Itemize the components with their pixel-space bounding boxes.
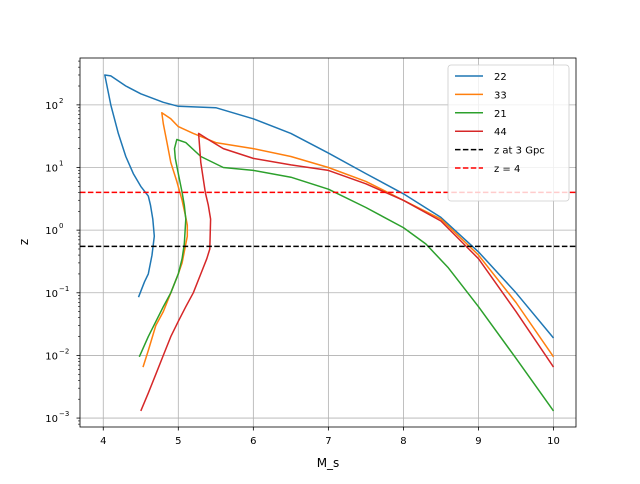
x-tick-label: 9	[475, 436, 481, 447]
x-axis-label: M_s	[317, 456, 340, 470]
legend-label: 22	[494, 72, 507, 83]
x-tick-label: 4	[100, 436, 106, 447]
y-tick-label: 10	[45, 351, 58, 362]
x-tick-label: 8	[400, 436, 406, 447]
y-tick-label: 10	[45, 289, 58, 300]
legend-label: z at 3 Gpc	[494, 146, 545, 157]
y-tick-exponent: −2	[59, 347, 69, 355]
y-tick-label: 10	[45, 226, 58, 237]
legend: 22 33 21 44 z at 3 Gpc z = 4	[447, 64, 570, 202]
x-tick-label: 10	[547, 436, 560, 447]
x-tick-label: 7	[325, 436, 331, 447]
y-tick-exponent: −1	[59, 285, 69, 293]
series-line-21	[138, 138, 555, 412]
legend-label: 33	[494, 90, 507, 101]
y-tick-exponent: 0	[59, 222, 63, 230]
x-tick-label: 6	[250, 436, 256, 447]
legend-box	[447, 64, 570, 202]
y-tick-label: 10	[45, 101, 58, 112]
y-tick-exponent: 1	[59, 160, 63, 168]
y-tick-exponent: −3	[59, 410, 69, 418]
series-line-44	[140, 132, 555, 412]
y-tick-label: 10	[45, 164, 58, 175]
series-line-22	[104, 74, 555, 339]
y-axis-label: z	[17, 239, 31, 245]
y-tick-label: 10	[45, 414, 58, 425]
x-tick-label: 5	[175, 436, 181, 447]
legend-label: 44	[494, 127, 507, 138]
legend-label: z = 4	[494, 164, 520, 175]
y-tick-exponent: 2	[59, 97, 63, 105]
legend-label: 21	[494, 109, 507, 120]
